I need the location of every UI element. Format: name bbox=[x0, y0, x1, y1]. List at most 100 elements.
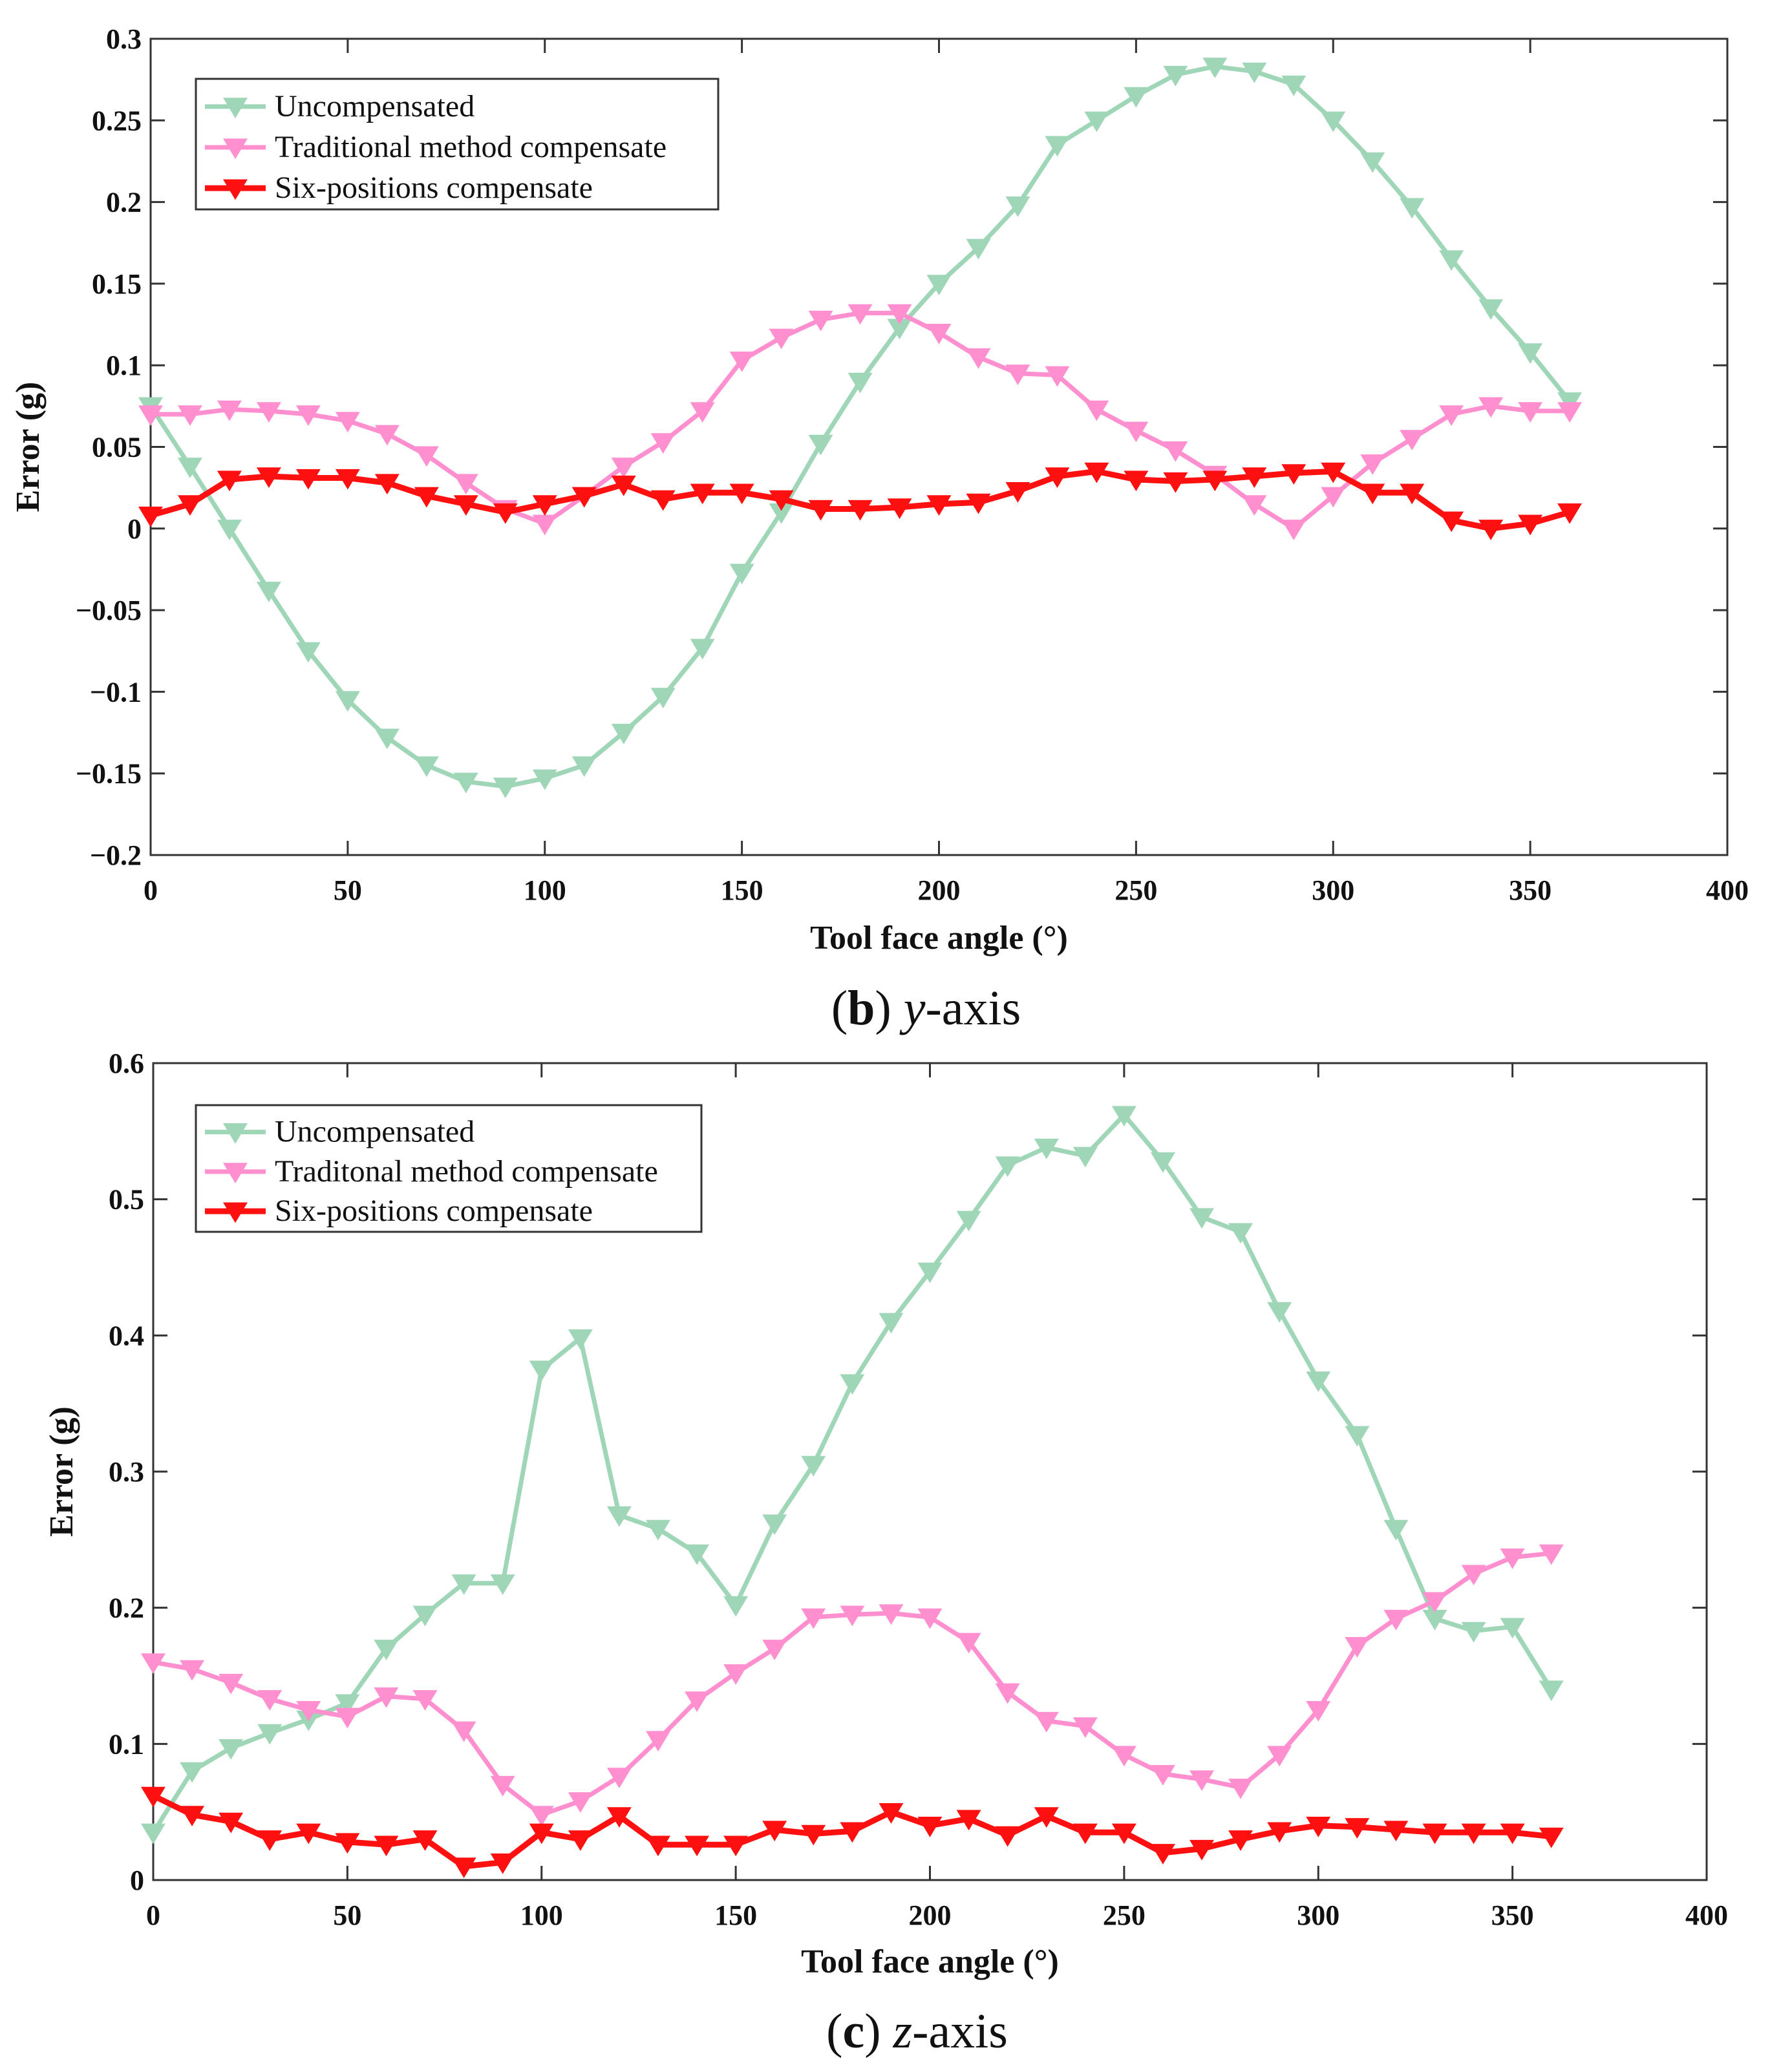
data-point bbox=[1124, 421, 1149, 443]
data-point bbox=[1478, 397, 1504, 418]
data-point bbox=[219, 1739, 244, 1760]
data-point bbox=[490, 1775, 515, 1797]
legend-box bbox=[195, 78, 720, 211]
data-point bbox=[177, 405, 202, 427]
data-point bbox=[335, 469, 360, 490]
data-point bbox=[295, 642, 321, 663]
data-point bbox=[1005, 196, 1030, 217]
data-point bbox=[1084, 400, 1109, 421]
data-point bbox=[532, 514, 557, 536]
legend-swatch-marker bbox=[223, 1163, 248, 1183]
data-point bbox=[801, 1455, 826, 1477]
data-point bbox=[180, 1806, 205, 1826]
data-point bbox=[606, 1807, 632, 1828]
data-point bbox=[217, 400, 242, 421]
data-point bbox=[606, 1506, 632, 1527]
x-tick-label: 0 bbox=[146, 1899, 160, 1931]
data-point bbox=[529, 1360, 554, 1382]
y-tick-label: −0.15 bbox=[76, 758, 142, 790]
legend-entry: Uncompensated bbox=[275, 1115, 475, 1149]
data-point bbox=[374, 474, 400, 495]
legend-swatch-marker bbox=[223, 1123, 248, 1144]
data-point bbox=[1189, 1839, 1215, 1861]
data-point bbox=[1400, 430, 1425, 450]
legend-box bbox=[195, 1104, 703, 1233]
chart-caption: (b) y-axis bbox=[831, 981, 1021, 1035]
data-point bbox=[219, 1812, 244, 1834]
data-point bbox=[374, 728, 400, 750]
data-point bbox=[1202, 470, 1228, 492]
data-point bbox=[1461, 1823, 1486, 1845]
legend-entry: Traditional method compensate bbox=[275, 130, 667, 164]
data-point bbox=[917, 1608, 943, 1629]
data-point bbox=[1345, 1636, 1370, 1658]
data-point bbox=[1005, 482, 1030, 503]
data-point bbox=[685, 1691, 710, 1712]
data-point bbox=[769, 503, 794, 524]
data-point bbox=[879, 1802, 904, 1824]
data-point bbox=[138, 405, 163, 427]
y-tick-label: 0.25 bbox=[92, 105, 142, 136]
data-point bbox=[180, 1660, 205, 1681]
data-point bbox=[256, 467, 281, 489]
legend-entry: Six-positions compensate bbox=[275, 1194, 593, 1228]
data-point bbox=[848, 500, 873, 521]
data-point bbox=[611, 458, 636, 478]
y-tick-label: 0.15 bbox=[92, 268, 142, 300]
data-point bbox=[1360, 483, 1385, 505]
data-point bbox=[257, 1830, 283, 1851]
data-point bbox=[995, 1683, 1020, 1704]
x-tick-label: 200 bbox=[918, 874, 961, 906]
x-tick-label: 400 bbox=[1685, 1899, 1728, 1931]
data-point bbox=[1267, 1302, 1292, 1323]
data-point bbox=[257, 1690, 283, 1711]
legend-swatch-marker bbox=[223, 1202, 248, 1223]
x-tick-label: 250 bbox=[1103, 1899, 1146, 1931]
data-point bbox=[1500, 1549, 1525, 1569]
data-point bbox=[1518, 514, 1543, 536]
data-point bbox=[650, 688, 676, 709]
data-point bbox=[256, 582, 281, 602]
data-point bbox=[1267, 1746, 1292, 1767]
y-tick-label: 0.1 bbox=[109, 1728, 144, 1760]
data-point bbox=[1228, 1779, 1253, 1799]
data-point bbox=[840, 1374, 865, 1395]
x-axis-label: Tool face angle (°) bbox=[801, 1943, 1059, 1980]
data-point bbox=[840, 1605, 865, 1627]
data-point bbox=[451, 1574, 476, 1595]
data-point bbox=[1150, 1765, 1175, 1786]
data-point bbox=[723, 1664, 749, 1685]
data-point bbox=[1228, 1223, 1253, 1244]
data-point bbox=[690, 402, 715, 423]
data-point bbox=[177, 458, 202, 478]
data-point bbox=[1034, 1138, 1059, 1159]
data-point bbox=[529, 1823, 554, 1845]
data-point bbox=[529, 1806, 554, 1826]
data-point bbox=[1383, 1821, 1409, 1842]
data-point bbox=[568, 1830, 593, 1851]
data-point bbox=[1500, 1823, 1525, 1845]
chart-caption: (c) z-axis bbox=[826, 2004, 1008, 2058]
data-point bbox=[1124, 87, 1149, 108]
data-point bbox=[1163, 441, 1188, 462]
data-point bbox=[1242, 62, 1267, 83]
data-point bbox=[995, 1826, 1020, 1847]
data-point bbox=[1281, 76, 1306, 96]
data-point bbox=[1478, 520, 1504, 540]
y-tick-label: 0 bbox=[127, 513, 142, 545]
data-point bbox=[685, 1835, 710, 1857]
data-point bbox=[1034, 1711, 1059, 1733]
data-point bbox=[1539, 1827, 1564, 1848]
data-point bbox=[1267, 1822, 1292, 1843]
data-point bbox=[1321, 487, 1346, 508]
series-2 bbox=[138, 304, 1583, 540]
data-point bbox=[256, 402, 281, 423]
legend-entry: Traditonal method compensate bbox=[275, 1154, 658, 1189]
data-point bbox=[451, 1721, 476, 1742]
y-tick-label: 0.1 bbox=[106, 350, 142, 381]
data-point bbox=[879, 1313, 904, 1334]
x-tick-label: 50 bbox=[333, 1899, 361, 1931]
data-point bbox=[568, 1792, 593, 1813]
y-tick-label: −0.05 bbox=[76, 595, 142, 626]
y-tick-label: 0.3 bbox=[109, 1456, 144, 1488]
